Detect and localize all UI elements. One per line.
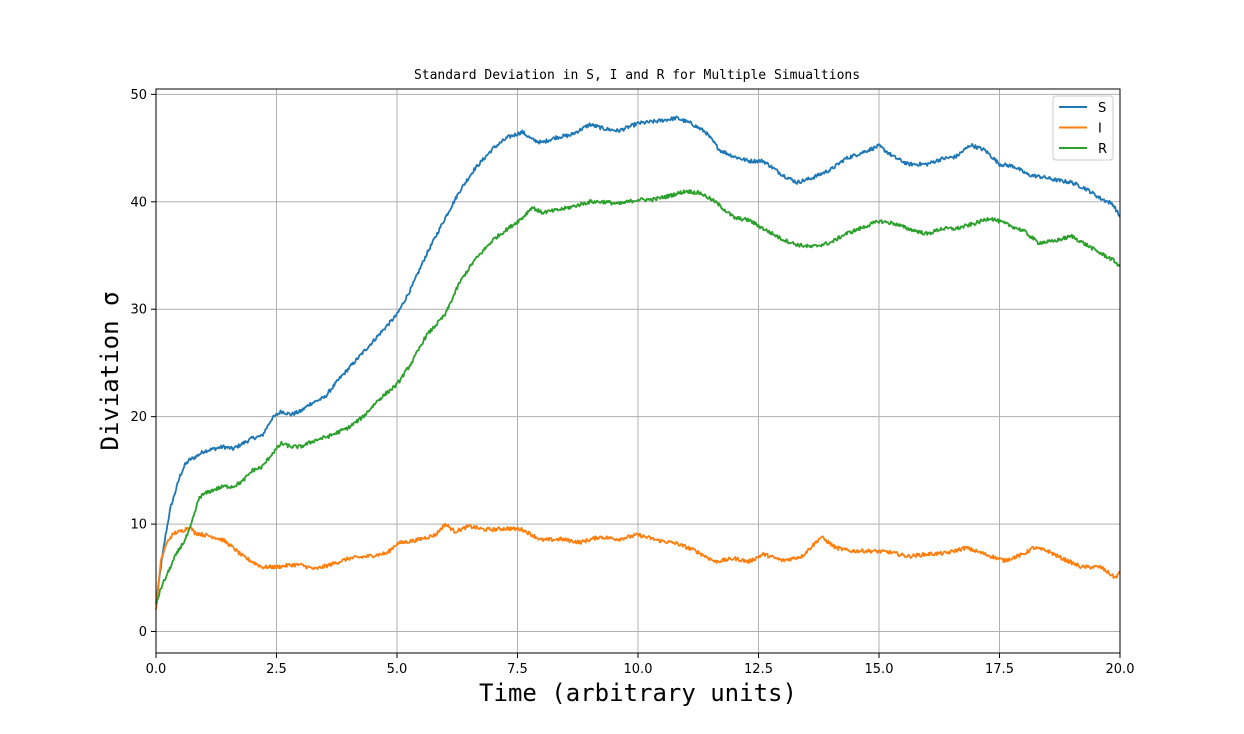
series-lines: [155, 115, 1121, 610]
legend: SIR: [1052, 95, 1114, 161]
series-line-R: [155, 189, 1121, 604]
series-line-S: [155, 115, 1121, 605]
x-tick-label: 0.0: [146, 662, 167, 677]
grid-lines: [155, 89, 1121, 653]
y-tick-label: 50: [130, 88, 147, 103]
legend-label-R: R: [1098, 142, 1107, 157]
x-tick-label: 7.5: [507, 662, 528, 677]
x-tick-label: 15.0: [865, 662, 894, 677]
legend-label-I: I: [1098, 122, 1102, 137]
y-tick-label: 0: [139, 625, 147, 640]
y-axis-label: Diviation σ: [96, 292, 124, 451]
y-tick-label: 10: [130, 518, 147, 533]
legend-label-S: S: [1098, 101, 1106, 116]
series-line-I: [155, 522, 1121, 610]
y-axis-ticks: 0 10 20 30 40 50: [130, 88, 156, 640]
x-axis-label: Time (arbitrary units): [479, 679, 797, 707]
x-tick-label: 20.0: [1106, 662, 1135, 677]
x-axis-ticks: 0.0 2.5 5.0 7.5 10.0 12.5 15.0 17.5 20.0: [146, 653, 1135, 677]
y-tick-label: 40: [130, 195, 147, 210]
y-tick-label: 20: [130, 410, 147, 425]
x-tick-label: 2.5: [266, 662, 287, 677]
chart-title: Standard Deviation in S, I and R for Mul…: [414, 68, 860, 83]
x-tick-label: 12.5: [744, 662, 773, 677]
x-tick-label: 10.0: [624, 662, 653, 677]
x-tick-label: 5.0: [387, 662, 408, 677]
y-tick-label: 30: [130, 303, 147, 318]
x-tick-label: 17.5: [985, 662, 1014, 677]
